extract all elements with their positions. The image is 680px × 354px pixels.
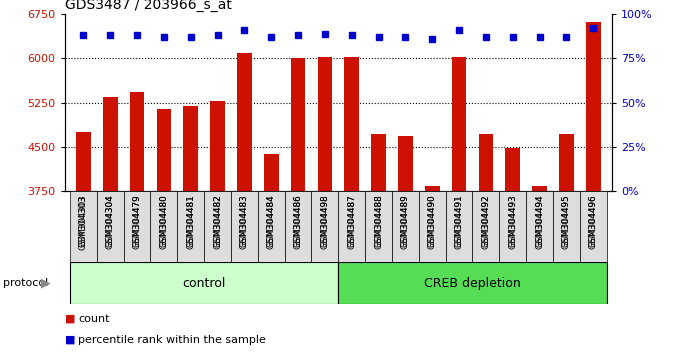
Text: GSM304480: GSM304480: [159, 195, 169, 250]
Bar: [70, 191, 97, 262]
Text: GSM304493: GSM304493: [508, 195, 517, 250]
Bar: [553, 191, 580, 262]
Bar: [371, 134, 386, 354]
Bar: [311, 191, 339, 262]
Bar: [204, 191, 231, 262]
Bar: [580, 191, 607, 262]
Bar: [124, 191, 150, 262]
Text: GSM304496: GSM304496: [589, 195, 598, 247]
Text: GSM304483: GSM304483: [240, 195, 249, 247]
Text: GSM304488: GSM304488: [374, 195, 383, 250]
Bar: [586, 22, 600, 354]
Text: GSM304494: GSM304494: [535, 195, 544, 249]
Bar: [231, 191, 258, 262]
Text: GSM304498: GSM304498: [320, 195, 329, 247]
Bar: [130, 92, 144, 354]
Text: GSM304487: GSM304487: [347, 195, 356, 247]
Text: GSM304304: GSM304304: [105, 195, 115, 247]
Bar: [398, 136, 413, 354]
Bar: [499, 191, 526, 262]
Text: GSM304303: GSM304303: [79, 195, 88, 250]
Bar: [103, 97, 118, 354]
Text: ■: ■: [65, 314, 75, 324]
Bar: [184, 105, 198, 354]
Text: GSM304487: GSM304487: [347, 195, 356, 250]
Text: GSM304483: GSM304483: [240, 195, 249, 250]
Text: CREB depletion: CREB depletion: [424, 277, 521, 290]
Text: GSM304486: GSM304486: [294, 195, 303, 250]
Text: control: control: [182, 277, 226, 290]
Bar: [290, 58, 305, 354]
Text: GSM304484: GSM304484: [267, 195, 275, 249]
Text: GSM304486: GSM304486: [294, 195, 303, 247]
Bar: [479, 134, 493, 354]
Text: GSM304490: GSM304490: [428, 195, 437, 250]
Bar: [70, 262, 339, 304]
Text: GSM304492: GSM304492: [481, 195, 490, 249]
Text: GDS3487 / 203966_s_at: GDS3487 / 203966_s_at: [65, 0, 231, 12]
Text: GSM304491: GSM304491: [454, 195, 464, 250]
Text: GSM304303: GSM304303: [79, 195, 88, 247]
Text: GSM304498: GSM304498: [320, 195, 329, 250]
Bar: [425, 186, 439, 354]
Bar: [210, 101, 225, 354]
Text: GSM304481: GSM304481: [186, 195, 195, 250]
Text: GSM304490: GSM304490: [428, 195, 437, 247]
Text: GSM304479: GSM304479: [133, 195, 141, 250]
Bar: [392, 191, 419, 262]
Text: GSM304495: GSM304495: [562, 195, 571, 247]
Bar: [473, 191, 499, 262]
Bar: [505, 148, 520, 354]
Bar: [365, 191, 392, 262]
Bar: [150, 191, 177, 262]
Text: ▶: ▶: [41, 277, 51, 290]
Bar: [237, 53, 252, 354]
Bar: [318, 57, 333, 354]
Text: GSM304489: GSM304489: [401, 195, 410, 247]
Text: GSM304491: GSM304491: [454, 195, 464, 247]
Bar: [177, 191, 204, 262]
Text: GSM304489: GSM304489: [401, 195, 410, 250]
Text: GSM304481: GSM304481: [186, 195, 195, 247]
Bar: [452, 57, 466, 354]
Bar: [445, 191, 473, 262]
Text: GSM304488: GSM304488: [374, 195, 383, 247]
Text: GSM304496: GSM304496: [589, 195, 598, 250]
Text: protocol: protocol: [3, 278, 49, 288]
Text: GSM304304: GSM304304: [105, 195, 115, 250]
Text: GSM304484: GSM304484: [267, 195, 275, 247]
Text: count: count: [78, 314, 109, 324]
Bar: [285, 191, 311, 262]
Bar: [258, 191, 285, 262]
Text: GSM304493: GSM304493: [508, 195, 517, 247]
Text: GSM304479: GSM304479: [133, 195, 141, 247]
Bar: [339, 191, 365, 262]
Bar: [97, 191, 124, 262]
Text: percentile rank within the sample: percentile rank within the sample: [78, 335, 266, 345]
Text: GSM304495: GSM304495: [562, 195, 571, 250]
Text: GSM304494: GSM304494: [535, 195, 544, 247]
Bar: [559, 134, 574, 354]
Bar: [339, 262, 607, 304]
Bar: [156, 109, 171, 354]
Bar: [419, 191, 445, 262]
Bar: [526, 191, 553, 262]
Text: ■: ■: [65, 335, 75, 345]
Bar: [532, 186, 547, 354]
Text: GSM304492: GSM304492: [481, 195, 490, 247]
Bar: [264, 154, 279, 354]
Text: GSM304480: GSM304480: [159, 195, 169, 247]
Bar: [76, 132, 90, 354]
Text: GSM304482: GSM304482: [213, 195, 222, 247]
Bar: [344, 57, 359, 354]
Text: GSM304482: GSM304482: [213, 195, 222, 249]
